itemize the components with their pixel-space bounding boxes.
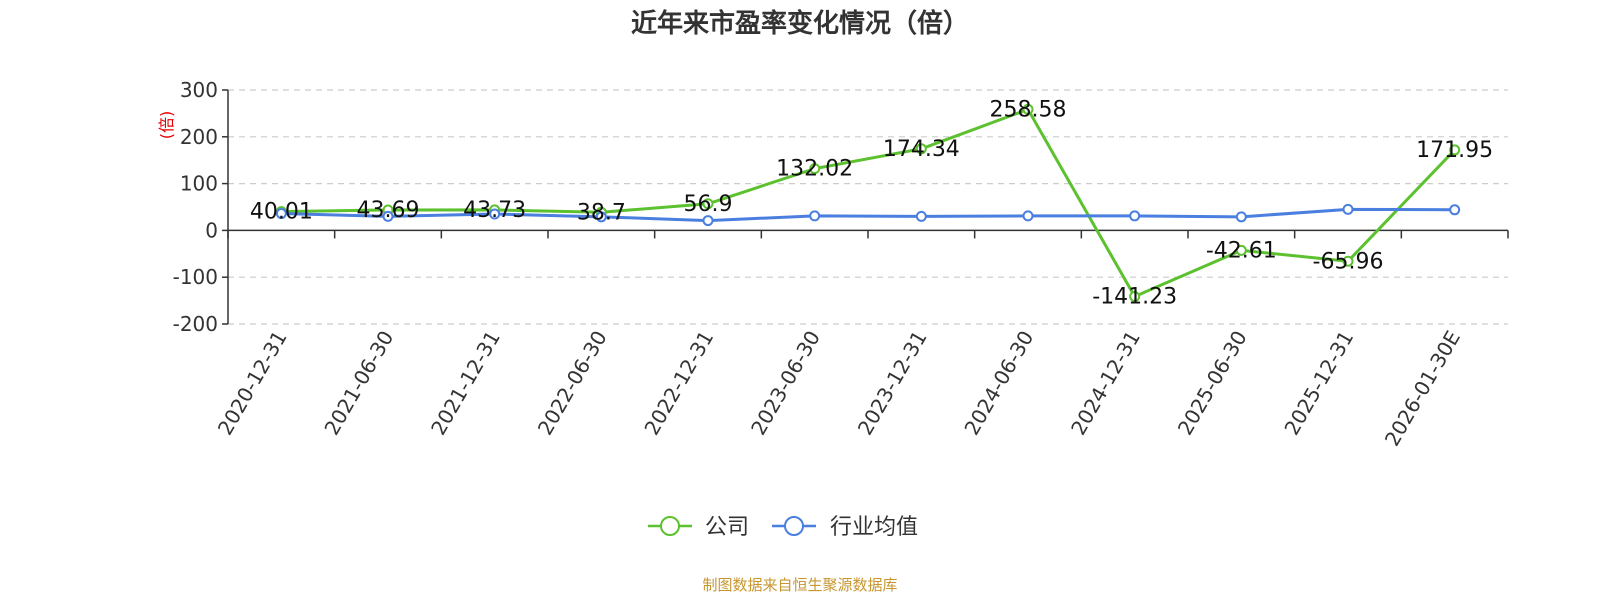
data-point <box>489 208 501 220</box>
y-tick-labels: -200 -100 0 100 200 300 <box>173 78 218 336</box>
data-label: 38.7 <box>577 200 626 225</box>
data-point <box>1022 103 1034 115</box>
y-tick-label: -200 <box>173 312 218 336</box>
y-tick-label: 0 <box>205 218 218 242</box>
data-label: 171.95 <box>1416 138 1493 163</box>
data-label: 132.02 <box>776 157 853 182</box>
x-tick-labels: 2020-12-31 2021-06-30 2021-12-31 2022-06-30… <box>213 326 1465 450</box>
legend-label: 行业均值 <box>830 515 918 540</box>
data-point <box>595 211 607 223</box>
legend-marker <box>784 516 804 536</box>
axes <box>222 89 1509 325</box>
source-note: 制图数据来自恒生聚源数据库 <box>702 576 897 594</box>
x-tick-label: 2024-06-30 <box>959 327 1038 440</box>
legend: 公司 行业均值 <box>648 515 918 540</box>
data-point <box>382 210 394 222</box>
data-label: -141.23 <box>1092 284 1177 309</box>
series-line-1 <box>281 207 1455 223</box>
data-point <box>915 143 927 155</box>
data-point <box>1235 211 1247 223</box>
data-label: 56.9 <box>684 192 733 217</box>
series-line-0 <box>281 107 1456 298</box>
data-label: 40.01 <box>250 200 313 225</box>
data-point <box>1235 244 1247 256</box>
data-point <box>275 208 287 220</box>
data-point <box>702 215 714 227</box>
data-label: -65.96 <box>1313 249 1384 274</box>
data-point <box>1449 204 1461 216</box>
data-point <box>1022 210 1034 222</box>
data-point <box>1129 210 1141 222</box>
x-tick-label: 2022-06-30 <box>533 327 612 440</box>
data-point <box>809 210 821 222</box>
data-point <box>1449 144 1461 156</box>
series-lines <box>275 103 1461 302</box>
x-tick-label: 2025-06-30 <box>1173 327 1252 440</box>
data-label: 43.69 <box>357 198 420 223</box>
data-label: 258.58 <box>990 97 1067 122</box>
y-tick-label: 300 <box>180 78 218 102</box>
legend-marker <box>660 516 680 536</box>
data-point <box>1129 290 1141 302</box>
data-labels: 40.01 43.69 43.73 38.7 56.9 132.02 174.34 258.5… <box>250 97 1493 309</box>
x-tick-label: 2025-12-31 <box>1279 327 1358 440</box>
legend-label: 公司 <box>705 515 749 540</box>
y-tick-label: 200 <box>180 125 218 149</box>
data-point <box>702 198 714 210</box>
y-tick-label: 100 <box>180 172 218 196</box>
data-point <box>915 210 927 222</box>
data-label: 43.73 <box>463 198 526 223</box>
chart-title: 近年来市盈率变化情况（倍） <box>631 8 969 39</box>
y-axis-label: (倍) <box>157 111 176 140</box>
x-tick-label: 2022-12-31 <box>639 327 718 440</box>
data-point <box>809 163 821 175</box>
grid-lines <box>228 89 1508 325</box>
x-tick-label: 2023-12-31 <box>853 326 932 439</box>
data-label: 174.34 <box>883 137 960 162</box>
data-label: -42.61 <box>1206 238 1277 263</box>
data-point <box>1342 203 1354 215</box>
x-tick-label: 2026-01-30E <box>1380 327 1465 451</box>
x-tick-label: 2023-06-30 <box>746 327 825 440</box>
x-tick-label: 2024-12-31 <box>1066 327 1145 440</box>
y-tick-label: -100 <box>173 265 218 289</box>
x-tick-label: 2021-06-30 <box>319 327 398 440</box>
x-tick-label: 2020-12-31 <box>213 327 292 440</box>
data-point <box>1342 255 1354 267</box>
x-tick-label: 2021-12-31 <box>426 326 505 439</box>
